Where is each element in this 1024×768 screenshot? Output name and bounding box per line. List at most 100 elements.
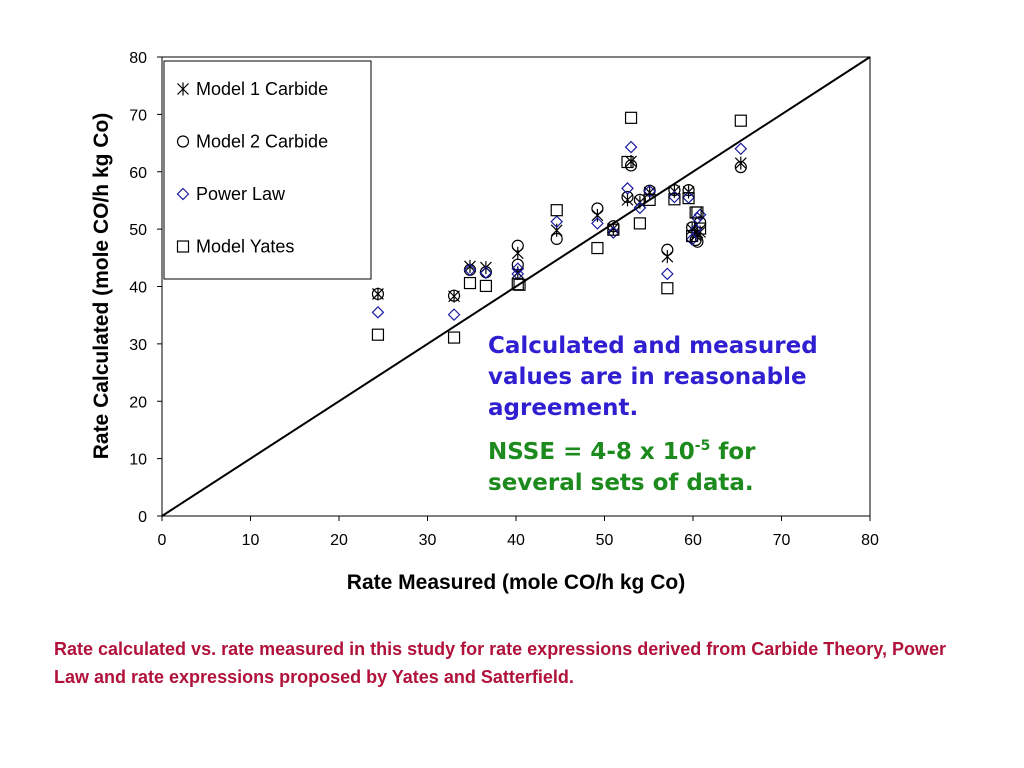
nsse-exponent: -5: [694, 438, 711, 454]
data-point-diamond: [607, 226, 620, 239]
data-point-circle: [661, 243, 674, 256]
figure-caption: Rate calculated vs. rate measured in thi…: [54, 639, 946, 687]
data-point-square: [693, 222, 707, 235]
data-point-circle: [633, 193, 647, 206]
data-point-diamond: [447, 308, 461, 321]
data-point-square: [371, 328, 385, 341]
legend-marker-asterisk: [177, 82, 189, 96]
data-point-circle: [624, 159, 638, 172]
legend-label: Power Law: [196, 184, 286, 204]
data-point-diamond: [591, 217, 604, 230]
legend-label: Model 2 Carbide: [196, 132, 328, 152]
data-point-diamond: [621, 182, 634, 195]
x-tick-label: 80: [861, 532, 879, 549]
legend-box: [163, 60, 372, 280]
y-tick-label: 50: [129, 222, 147, 239]
data-point-diamond: [624, 140, 638, 154]
x-tick-label: 50: [596, 532, 614, 549]
data-point-diamond: [693, 208, 707, 222]
data-point-circle: [668, 184, 681, 197]
y-tick-label: 20: [129, 394, 147, 411]
data-point-square: [447, 331, 461, 344]
data-point-diamond: [633, 201, 647, 215]
data-point-circle: [371, 287, 385, 301]
data-point-circle: [591, 202, 604, 215]
y-tick-label: 30: [129, 337, 147, 354]
data-point-square: [633, 217, 647, 230]
data-point-asterisk: [591, 208, 604, 222]
data-point-circle: [734, 161, 747, 174]
data-point-circle: [511, 258, 524, 271]
data-point-asterisk: [550, 223, 563, 237]
data-point-square: [550, 204, 563, 217]
parity-line: [161, 56, 871, 517]
data-point-asterisk: [734, 156, 747, 170]
data-point-square: [643, 193, 656, 206]
data-point-asterisk: [464, 259, 476, 273]
agreement-note: Calculated and measured values are in re…: [488, 333, 818, 421]
data-point-diamond: [660, 267, 674, 281]
data-point-diamond: [734, 142, 748, 156]
y-tick-label: 10: [129, 452, 147, 469]
data-point-square: [624, 111, 638, 124]
x-axis-title: Rate Measured (mole CO/h kg Co): [347, 571, 685, 594]
x-tick-label: 0: [158, 532, 167, 549]
nsse-note: NSSE = 4-8 x 10-5 for several sets of da…: [488, 437, 828, 499]
data-point-asterisk: [511, 246, 524, 260]
data-point-square: [668, 193, 681, 206]
y-tick-label: 70: [129, 107, 147, 124]
data-point-circle: [447, 289, 461, 302]
data-point-diamond: [463, 263, 477, 277]
series-square: [371, 111, 747, 344]
nsse-prefix: NSSE = 4-8 x 10: [488, 439, 695, 465]
legend-label: Model 1 Carbide: [196, 79, 328, 99]
plot-area: 0 10 20 30 40 50 60 70 80 0 10 20 30 40 50 60 70 80 Model …: [129, 50, 879, 549]
data-point-square: [463, 276, 477, 290]
y-axis-title: Rate Calculated (mole CO/h kg Co): [90, 113, 113, 460]
y-tick-label: 0: [138, 509, 147, 526]
legend-label: Model Yates: [196, 237, 294, 257]
legend-marker-circle: [176, 135, 190, 148]
x-tick-label: 20: [330, 532, 348, 549]
data-point-diamond: [550, 215, 564, 229]
data-point-square: [607, 223, 620, 236]
legend-marker-square: [176, 240, 190, 253]
y-tick-label: 60: [129, 165, 147, 182]
x-tick-label: 70: [773, 532, 791, 549]
data-point-square: [661, 282, 674, 295]
data-point-square: [734, 114, 747, 127]
data-point-circle: [693, 216, 707, 229]
data-point-circle: [621, 190, 634, 204]
data-point-diamond: [668, 190, 681, 204]
data-point-square: [513, 278, 526, 291]
legend-marker-diamond: [176, 187, 190, 201]
x-tick-label: 40: [507, 532, 525, 549]
data-point-asterisk: [621, 193, 634, 207]
data-point-diamond: [371, 305, 385, 319]
data-point-square: [686, 229, 699, 243]
data-point-square: [682, 192, 695, 205]
data-point-circle: [682, 184, 695, 197]
data-point-diamond: [685, 233, 699, 246]
x-tick-label: 30: [419, 532, 437, 549]
data-point-circle: [550, 232, 563, 245]
data-point-square: [691, 206, 704, 219]
data-point-square: [479, 279, 493, 293]
data-point-diamond: [643, 184, 656, 198]
data-point-asterisk: [661, 250, 674, 264]
y-tick-label: 80: [129, 50, 147, 67]
data-point-diamond: [479, 266, 493, 280]
x-tick-label: 10: [242, 532, 260, 549]
y-tick-label: 40: [129, 280, 147, 297]
data-point-square: [621, 155, 634, 169]
legend: Model 1 Carbide Model 2 Carbide Power Law M…: [163, 60, 372, 280]
x-tick-label: 60: [684, 532, 702, 549]
data-point-diamond: [511, 262, 525, 276]
series-diamond: [371, 140, 748, 321]
series-circle: [371, 159, 747, 302]
nsse-suffix: for several sets of data.: [488, 439, 756, 496]
data-point-circle: [511, 239, 524, 252]
data-point-diamond: [689, 223, 703, 237]
data-point-square: [591, 241, 604, 255]
